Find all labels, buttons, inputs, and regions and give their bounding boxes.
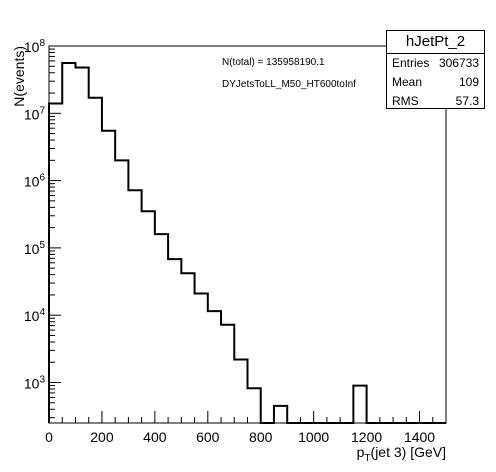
x-tick-label: 600	[196, 429, 220, 445]
tick-labels: 0 200 400 600 800 1000 1200 1400 103 104 105 106 107…	[24, 38, 435, 445]
x-tick-label: 0	[45, 429, 53, 445]
plot-frame	[48, 45, 447, 424]
stats-value: 57.3	[455, 94, 479, 108]
y-tick-label: 104	[24, 307, 46, 324]
y-tick-label: 107	[24, 105, 46, 122]
stats-label: Entries	[392, 56, 430, 70]
y-tick-label: 105	[24, 240, 46, 257]
x-tick-label: 800	[249, 429, 273, 445]
y-tick-label: 108	[24, 38, 46, 55]
stats-value: 306733	[438, 56, 479, 70]
y-tick-label: 103	[24, 374, 46, 391]
stats-box: hJetPt_2 Entries 306733 Mean 109 RMS 57.…	[386, 30, 485, 109]
x-tick-label: 400	[143, 429, 167, 445]
annotation-sample: DYJetsToLL_M50_HT600toInf	[222, 79, 356, 90]
stats-value: 109	[458, 75, 479, 89]
y-tick-label: 106	[24, 173, 46, 190]
y-axis-label: N(events)	[11, 46, 27, 107]
x-tick-label: 1400	[404, 429, 435, 445]
x-tick-label: 1200	[351, 429, 382, 445]
stats-row-rms: RMS 57.3	[387, 92, 484, 111]
stats-title: hJetPt_2	[387, 31, 484, 54]
annotation-total: N(total) = 135958190.1	[222, 57, 325, 68]
stats-label: RMS	[392, 94, 419, 108]
histogram-line	[48, 61, 446, 424]
x-tick-label: 1000	[298, 429, 329, 445]
stats-row-mean: Mean 109	[387, 73, 484, 92]
stats-label: Mean	[392, 75, 423, 89]
stats-row-entries: Entries 306733	[387, 54, 484, 73]
x-axis-label: pT(jet 3) [GeV]	[357, 444, 446, 464]
x-tick-label: 200	[90, 429, 114, 445]
